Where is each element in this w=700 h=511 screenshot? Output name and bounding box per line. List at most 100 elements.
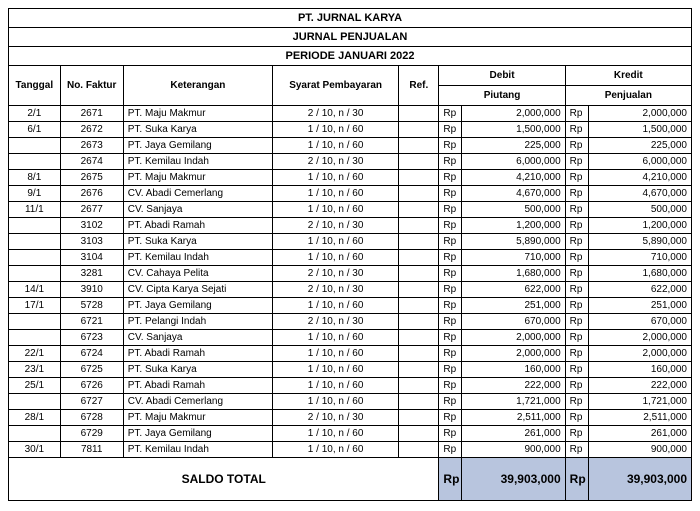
- cell-penjualan: 1,680,000: [588, 266, 691, 282]
- cell-syarat: 2 / 10, n / 30: [272, 106, 398, 122]
- cell-penjualan: 4,210,000: [588, 170, 691, 186]
- cell-penjualan-cur: Rp: [565, 410, 588, 426]
- cell-keterangan: PT. Abadi Ramah: [123, 218, 272, 234]
- cell-piutang-cur: Rp: [439, 442, 462, 458]
- cell-piutang-cur: Rp: [439, 106, 462, 122]
- table-row: 2673PT. Jaya Gemilang1 / 10, n / 60Rp225…: [9, 138, 692, 154]
- table-row: 22/16724PT. Abadi Ramah1 / 10, n / 60Rp2…: [9, 346, 692, 362]
- cell-penjualan: 622,000: [588, 282, 691, 298]
- cell-piutang: 1,680,000: [462, 266, 565, 282]
- cell-faktur: 3102: [60, 218, 123, 234]
- cell-syarat: 1 / 10, n / 60: [272, 362, 398, 378]
- cell-tanggal: 14/1: [9, 282, 61, 298]
- cell-piutang: 2,511,000: [462, 410, 565, 426]
- cell-keterangan: PT. Maju Makmur: [123, 410, 272, 426]
- cell-penjualan-cur: Rp: [565, 378, 588, 394]
- total-penjualan-cur: Rp: [565, 458, 588, 501]
- cell-tanggal: [9, 234, 61, 250]
- cell-faktur: 6723: [60, 330, 123, 346]
- cell-piutang-cur: Rp: [439, 378, 462, 394]
- cell-syarat: 1 / 10, n / 60: [272, 138, 398, 154]
- cell-ref: [399, 362, 439, 378]
- cell-piutang-cur: Rp: [439, 138, 462, 154]
- cell-syarat: 2 / 10, n / 30: [272, 314, 398, 330]
- cell-penjualan: 225,000: [588, 138, 691, 154]
- cell-keterangan: PT. Abadi Ramah: [123, 346, 272, 362]
- cell-piutang: 2,000,000: [462, 106, 565, 122]
- cell-penjualan-cur: Rp: [565, 122, 588, 138]
- table-row: 30/17811PT. Kemilau Indah1 / 10, n / 60R…: [9, 442, 692, 458]
- table-row: 6729PT. Jaya Gemilang1 / 10, n / 60Rp261…: [9, 426, 692, 442]
- cell-keterangan: CV. Cipta Karya Sejati: [123, 282, 272, 298]
- cell-tanggal: 2/1: [9, 106, 61, 122]
- cell-faktur: 2673: [60, 138, 123, 154]
- cell-tanggal: 28/1: [9, 410, 61, 426]
- cell-faktur: 3103: [60, 234, 123, 250]
- cell-penjualan: 251,000: [588, 298, 691, 314]
- cell-penjualan: 4,670,000: [588, 186, 691, 202]
- company-title: PT. JURNAL KARYA: [9, 9, 692, 28]
- table-row: 9/12676CV. Abadi Cemerlang1 / 10, n / 60…: [9, 186, 692, 202]
- cell-penjualan: 2,000,000: [588, 346, 691, 362]
- table-row: 25/16726PT. Abadi Ramah1 / 10, n / 60Rp2…: [9, 378, 692, 394]
- cell-penjualan-cur: Rp: [565, 314, 588, 330]
- cell-keterangan: PT. Kemilau Indah: [123, 442, 272, 458]
- cell-faktur: 3281: [60, 266, 123, 282]
- cell-ref: [399, 186, 439, 202]
- cell-ref: [399, 314, 439, 330]
- cell-penjualan-cur: Rp: [565, 282, 588, 298]
- cell-tanggal: [9, 138, 61, 154]
- cell-tanggal: 22/1: [9, 346, 61, 362]
- cell-piutang: 670,000: [462, 314, 565, 330]
- cell-piutang-cur: Rp: [439, 234, 462, 250]
- cell-piutang-cur: Rp: [439, 346, 462, 362]
- cell-piutang: 1,200,000: [462, 218, 565, 234]
- cell-ref: [399, 410, 439, 426]
- cell-penjualan: 710,000: [588, 250, 691, 266]
- cell-keterangan: PT. Maju Makmur: [123, 170, 272, 186]
- cell-piutang: 1,721,000: [462, 394, 565, 410]
- col-tanggal: Tanggal: [9, 66, 61, 106]
- cell-tanggal: 17/1: [9, 298, 61, 314]
- cell-faktur: 5728: [60, 298, 123, 314]
- cell-faktur: 6724: [60, 346, 123, 362]
- cell-faktur: 6729: [60, 426, 123, 442]
- cell-penjualan-cur: Rp: [565, 106, 588, 122]
- cell-tanggal: 9/1: [9, 186, 61, 202]
- cell-syarat: 1 / 10, n / 60: [272, 330, 398, 346]
- cell-piutang: 251,000: [462, 298, 565, 314]
- table-row: 11/12677CV. Sanjaya1 / 10, n / 60Rp500,0…: [9, 202, 692, 218]
- cell-keterangan: PT. Maju Makmur: [123, 106, 272, 122]
- cell-ref: [399, 426, 439, 442]
- total-label: SALDO TOTAL: [9, 458, 439, 501]
- cell-piutang: 261,000: [462, 426, 565, 442]
- cell-piutang: 622,000: [462, 282, 565, 298]
- cell-piutang: 4,670,000: [462, 186, 565, 202]
- col-kredit: Kredit: [565, 66, 691, 86]
- cell-tanggal: [9, 330, 61, 346]
- cell-piutang: 500,000: [462, 202, 565, 218]
- sales-journal-table: PT. JURNAL KARYA JURNAL PENJUALAN PERIOD…: [8, 8, 692, 501]
- cell-ref: [399, 378, 439, 394]
- cell-keterangan: CV. Abadi Cemerlang: [123, 186, 272, 202]
- cell-ref: [399, 250, 439, 266]
- total-piutang: 39,903,000: [462, 458, 565, 501]
- col-syarat: Syarat Pembayaran: [272, 66, 398, 106]
- cell-piutang-cur: Rp: [439, 202, 462, 218]
- cell-syarat: 1 / 10, n / 60: [272, 170, 398, 186]
- cell-penjualan: 160,000: [588, 362, 691, 378]
- cell-piutang: 222,000: [462, 378, 565, 394]
- cell-tanggal: 6/1: [9, 122, 61, 138]
- cell-piutang-cur: Rp: [439, 410, 462, 426]
- cell-tanggal: 8/1: [9, 170, 61, 186]
- cell-penjualan-cur: Rp: [565, 234, 588, 250]
- table-row: 14/13910CV. Cipta Karya Sejati2 / 10, n …: [9, 282, 692, 298]
- cell-piutang: 2,000,000: [462, 330, 565, 346]
- cell-syarat: 1 / 10, n / 60: [272, 250, 398, 266]
- cell-keterangan: PT. Pelangi Indah: [123, 314, 272, 330]
- cell-ref: [399, 218, 439, 234]
- cell-faktur: 2676: [60, 186, 123, 202]
- cell-syarat: 1 / 10, n / 60: [272, 202, 398, 218]
- total-piutang-cur: Rp: [439, 458, 462, 501]
- cell-keterangan: PT. Jaya Gemilang: [123, 298, 272, 314]
